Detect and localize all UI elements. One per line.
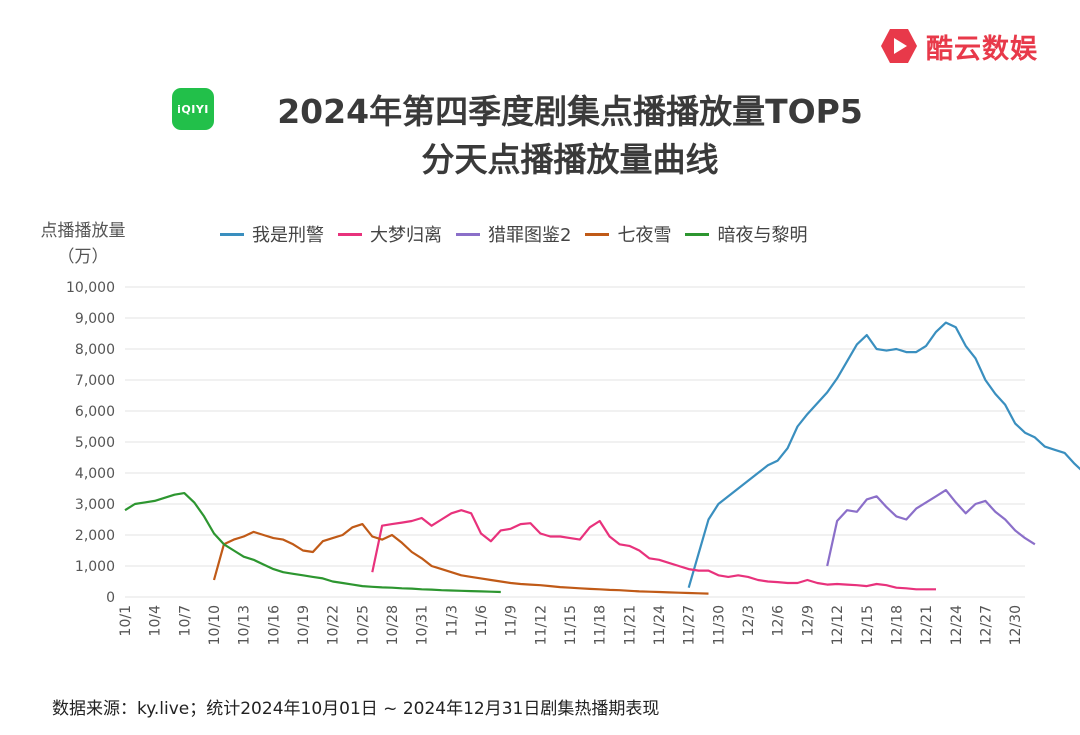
x-tick-label: 10/28 <box>385 605 401 645</box>
legend-swatch <box>585 232 610 236</box>
brand-name: 酷云数娱 <box>926 33 1038 65</box>
y-tick-label: 9,000 <box>75 311 115 327</box>
legend-label: 我是刑警 <box>252 225 324 246</box>
x-tick-label: 11/30 <box>711 605 727 645</box>
legend-swatch <box>685 232 710 236</box>
chart-legend: 我是刑警 大梦归离 猎罪图鉴2 七夜雪 暗夜与黎明 <box>220 221 821 247</box>
x-tick-label: 12/12 <box>830 605 846 645</box>
x-tick-label: 12/6 <box>771 605 787 637</box>
x-tick-label: 11/15 <box>563 605 579 645</box>
x-tick-label: 12/24 <box>949 605 965 645</box>
y-tick-label: 5,000 <box>75 435 115 451</box>
x-tick-label: 11/9 <box>504 605 520 636</box>
legend-label: 大梦归离 <box>370 225 442 246</box>
legend-item-qi-ye-xue: 七夜雪 <box>585 221 671 247</box>
series-line-大梦归离 <box>371 509 936 591</box>
series-layer <box>124 321 1080 595</box>
y-tick-label: 2,000 <box>75 528 115 544</box>
y-axis-title: 点播播放量 <box>40 221 126 241</box>
x-tick-label: 12/9 <box>800 605 816 636</box>
kuyun-logo-icon <box>881 29 917 63</box>
y-axis-label: 点播播放量 （万） <box>28 218 138 270</box>
legend-item-an-ye-yu-li-ming: 暗夜与黎明 <box>685 221 807 247</box>
x-tick-label: 10/19 <box>296 605 312 645</box>
chart-title: 2024年第四季度剧集点播播放量TOP5 <box>277 92 863 131</box>
data-source-note: 数据来源：ky.live；统计2024年10月01日 ~ 2024年12月31日… <box>52 699 660 719</box>
x-tick-label: 10/10 <box>207 605 223 645</box>
legend-swatch <box>456 232 480 236</box>
grid-layer: 0 1,000 2,000 3,000 4,000 5,000 6,000 7,000 8,00… <box>66 280 1025 606</box>
series-line-七夜雪 <box>212 522 709 595</box>
x-tick-label: 11/12 <box>533 605 549 645</box>
x-tick-label: 11/6 <box>474 605 490 637</box>
x-tick-label: 12/3 <box>741 605 757 636</box>
x-tick-label: 12/15 <box>860 605 876 645</box>
x-tick-label: 12/30 <box>1008 605 1024 645</box>
x-tick-label: 11/3 <box>444 605 460 636</box>
y-tick-label: 0 <box>106 590 115 606</box>
series-line-暗夜与黎明 <box>124 492 501 594</box>
x-tick-label: 10/25 <box>355 605 371 645</box>
x-tick-label: 10/4 <box>148 605 164 637</box>
series-line-猎罪图鉴2 <box>826 489 1036 567</box>
y-tick-label: 8,000 <box>75 342 115 358</box>
y-tick-label: 6,000 <box>75 404 115 420</box>
x-tick-label: 10/31 <box>415 605 431 645</box>
chart-subtitle: 分天点播播放量曲线 <box>421 140 719 179</box>
x-tick-label: 10/7 <box>177 605 193 636</box>
x-tick-label: 11/21 <box>622 605 638 645</box>
y-axis-unit: （万） <box>57 247 109 267</box>
x-tick-label: 11/18 <box>593 605 609 645</box>
legend-item-wo-shi-xing-jing: 我是刑警 <box>220 221 324 247</box>
x-tick-label: 10/1 <box>118 605 134 636</box>
x-tick-label: 12/21 <box>919 605 935 645</box>
x-tick-label: 10/22 <box>326 605 342 645</box>
series-line-我是刑警 <box>687 321 1080 589</box>
legend-item-lie-zui-tu-jian: 猎罪图鉴2 <box>456 221 571 247</box>
x-tick-label: 11/24 <box>652 605 668 645</box>
chart-title-block: 2024年第四季度剧集点播播放量TOP5 分天点播播放量曲线 <box>190 88 950 184</box>
legend-label: 七夜雪 <box>617 225 672 246</box>
brand-logo: 酷云数娱 <box>880 26 1038 66</box>
iqiyi-logo-icon: iQIYI <box>172 88 214 130</box>
legend-swatch <box>338 232 362 236</box>
x-tick-label: 10/16 <box>266 605 282 645</box>
x-tick-label: 10/13 <box>237 605 253 645</box>
x-axis-ticks: 10/1 10/4 10/7 10/10 10/13 10/16 10/19 10/22 10/… <box>118 605 1024 645</box>
y-tick-label: 3,000 <box>75 497 115 513</box>
x-tick-label: 11/27 <box>682 605 698 645</box>
y-tick-label: 10,000 <box>66 280 115 296</box>
y-tick-label: 7,000 <box>75 373 115 389</box>
legend-label: 暗夜与黎明 <box>717 225 808 246</box>
y-tick-label: 1,000 <box>75 559 115 575</box>
legend-item-da-meng-gui-li: 大梦归离 <box>338 221 442 247</box>
x-tick-label: 12/18 <box>889 605 905 645</box>
y-tick-label: 4,000 <box>75 466 115 482</box>
x-tick-label: 12/27 <box>978 605 994 645</box>
legend-label: 猎罪图鉴2 <box>488 225 572 246</box>
legend-swatch <box>220 232 244 236</box>
